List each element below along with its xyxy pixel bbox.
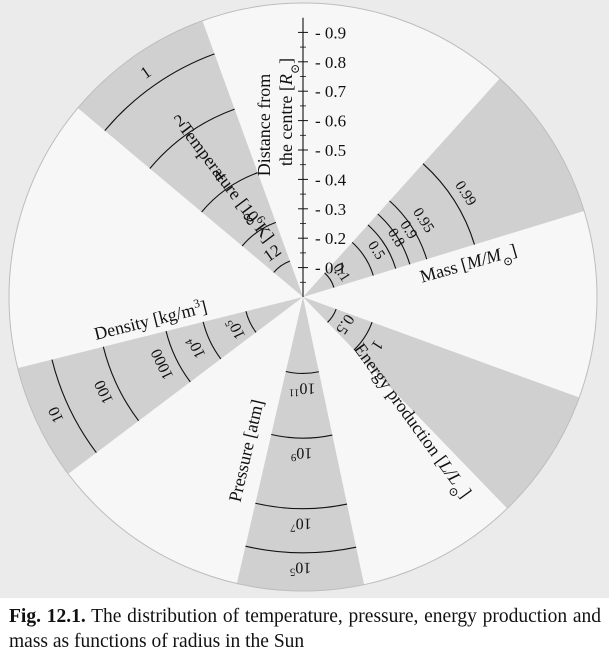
caption-text: The distribution of temperature, pressur… [9, 606, 601, 652]
pressure-value-label: 109 [291, 444, 313, 463]
distance-axis-tick-label: - 0.5 [315, 141, 346, 160]
sun-outline [8, 2, 598, 592]
distance-axis-tick-label: - 0.3 [315, 200, 346, 219]
distance-axis-tick-label: - 0.1 [315, 259, 346, 278]
temperature-sector [77, 20, 304, 297]
caption-label: Fig. 12.1. [9, 606, 86, 627]
density-arc [245, 311, 257, 333]
figure-caption: Fig. 12.1. The distribution of temperatu… [9, 604, 601, 654]
temperature-arc [149, 108, 235, 169]
distance-axis-label-line2: the centre [R⊙] [276, 58, 302, 166]
pressure-value-label: 1011 [289, 379, 316, 398]
pressure-arc [245, 545, 357, 554]
temperature-arc [273, 260, 291, 273]
figure-panel: 1 2 4 8 12 0.1 0.5 0.8 0.9 0.95 0.99 0.5 1 10 100 1000 1… [0, 0, 609, 598]
mass-arc [422, 163, 476, 245]
pressure-arc [285, 370, 320, 374]
density-sector [17, 297, 303, 474]
distance-axis-tick-label: - 0.4 [315, 170, 347, 189]
density-arc [202, 321, 222, 360]
mass-arc [351, 241, 374, 276]
mass-arc [377, 213, 411, 265]
mass-arc [389, 200, 428, 260]
density-value-label: 105 [223, 315, 250, 343]
energy-sector [303, 297, 580, 509]
pressure-arc [255, 502, 348, 510]
mass-sector [303, 78, 585, 298]
distance-axis-label-line1: Distance from [254, 74, 274, 176]
distance-axis-tick-label: - 0.6 [315, 112, 346, 131]
temperature-arc [201, 172, 258, 213]
pressure-arc [271, 433, 333, 439]
pressure-value-label: 107 [290, 515, 312, 534]
pressure-sector [236, 297, 365, 591]
distance-axis-tick-label: - 0.9 [315, 23, 346, 42]
density-arc [102, 346, 140, 422]
mass-title: Mass [M/M⊙] [418, 240, 521, 292]
temperature-arc [104, 53, 215, 132]
pressure-value-label: 105 [289, 559, 311, 578]
energy-arc [353, 321, 373, 351]
distance-axis-tick-label: - 0.8 [315, 53, 346, 72]
temperature-arc [241, 221, 277, 247]
energy-arc [327, 308, 337, 323]
mass-arc [367, 224, 397, 269]
mass-arc [324, 272, 335, 288]
density-value-label: 10 [45, 404, 67, 426]
density-arc [51, 359, 97, 454]
density-value-label: 104 [183, 334, 210, 362]
density-arc [165, 331, 191, 383]
distance-axis-tick-label: - 0.7 [315, 82, 347, 101]
distance-axis-tick-label: - 0.2 [315, 229, 346, 248]
